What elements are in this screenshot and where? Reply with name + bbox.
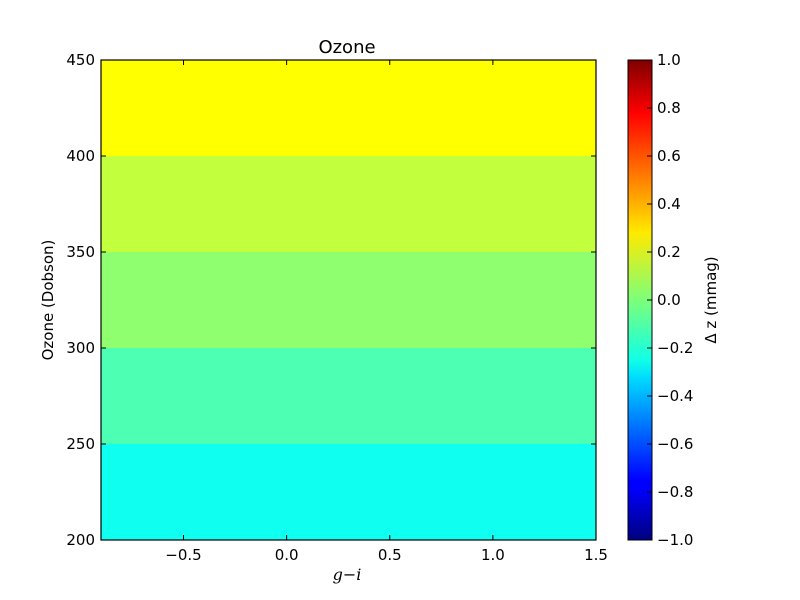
x-tick-label: −0.5 [165, 546, 201, 564]
heatmap-band [101, 348, 596, 444]
colorbar-tick-label: −0.6 [657, 435, 693, 453]
colorbar-tick-label: 0.2 [657, 243, 681, 261]
colorbar-tick-label: 0.0 [657, 291, 681, 309]
colorbar-label: Δ z (mmag) [702, 256, 720, 343]
x-axis-label: g−i [333, 565, 362, 584]
heatmap-band [101, 252, 596, 348]
x-tick-label: 0.0 [275, 546, 299, 564]
colorbar-ticks: −1.0 −0.8 −0.6 −0.4 −0.2 0.0 0.2 0.4 0.6 0.8 1.0 [647, 51, 693, 549]
colorbar-tick-label: 0.8 [657, 99, 681, 117]
colorbar-tick-label: −1.0 [657, 531, 693, 549]
x-tick-label: 1.5 [584, 546, 608, 564]
colorbar [627, 59, 653, 541]
y-tick-label: 200 [66, 531, 95, 549]
y-axis-label: Ozone (Dobson) [39, 240, 57, 361]
colorbar-tick-label: −0.2 [657, 339, 693, 357]
x-axis-ticks: −0.5 0.0 0.5 1.0 1.5 [165, 60, 608, 564]
colorbar-tick-label: −0.4 [657, 387, 693, 405]
chart-title: Ozone [318, 37, 375, 58]
x-tick-label: 0.5 [378, 546, 402, 564]
colorbar-tick-label: −0.8 [657, 483, 693, 501]
y-tick-label: 450 [66, 51, 95, 69]
heatmap-bands [101, 60, 596, 540]
x-tick-label: 1.0 [481, 546, 505, 564]
y-tick-label: 350 [66, 243, 95, 261]
heatmap-band [101, 444, 596, 540]
y-tick-label: 400 [66, 147, 95, 165]
y-tick-label: 300 [66, 339, 95, 357]
colorbar-tick-label: 0.6 [657, 147, 681, 165]
colorbar-tick-label: 1.0 [657, 51, 681, 69]
colorbar-tick-label: 0.4 [657, 195, 681, 213]
heatmap-band [101, 156, 596, 252]
y-axis-ticks: 200 250 300 350 400 450 [66, 51, 596, 549]
plot-frame [100, 59, 597, 541]
y-tick-label: 250 [66, 435, 95, 453]
heatmap-band [101, 60, 596, 156]
